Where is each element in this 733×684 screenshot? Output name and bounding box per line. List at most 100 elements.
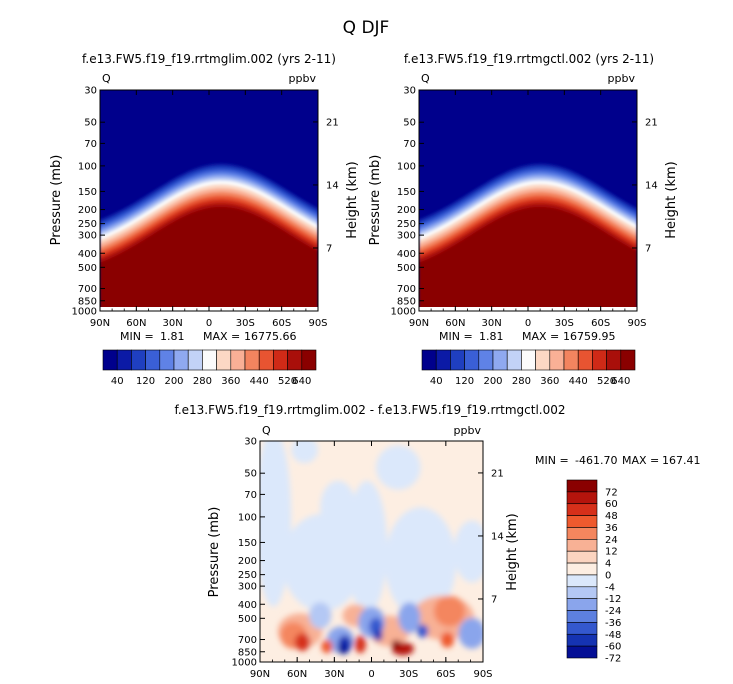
panel-a-colorbar-label: 520 (278, 376, 297, 387)
panel-c-colorbar-cell (566, 479, 598, 493)
panel-a-ytick-label: 1000 (72, 307, 97, 318)
panel-a-contour-band (100, 206, 318, 311)
panel-a-colorbar-label: 120 (136, 376, 155, 387)
panel-c-colorbar-cell (566, 610, 598, 623)
panel-b-colorbar-label: 40 (430, 376, 443, 387)
panel-c-colorbar-cell (566, 562, 598, 576)
panel-b-ylabel: Pressure (mb) (368, 155, 383, 246)
panel-c-anomaly (458, 617, 483, 649)
panel-b-ytick-label: 1000 (391, 307, 416, 318)
panel-a-min-label: MIN = (120, 330, 154, 343)
panel-a-xtick-label: 30S (236, 318, 255, 329)
panel-a-colorbar-cell (102, 349, 118, 371)
panel-c-anomaly (282, 513, 363, 612)
panel-a-ytick-label: 200 (78, 205, 97, 216)
panel-c-colorbar-label: -24 (605, 606, 621, 617)
panel-b-ytick-label: 70 (403, 139, 416, 150)
panel-c-ylabel: Pressure (mb) (207, 507, 222, 598)
panel-a-ytick-label: 30 (84, 86, 97, 97)
panel-a-xtick-label: 30N (163, 318, 183, 329)
panel-b-min-label: MIN = (439, 330, 473, 343)
panel-a-ytick-label: 700 (78, 284, 97, 295)
panel-c-colorbar-cell (566, 633, 598, 647)
panel-b-ytick-label: 30 (403, 86, 416, 97)
panel-c-xtick-label: 0 (368, 669, 374, 680)
panel-b-max-value: 16759.95 (563, 330, 616, 343)
panel-a-axes: 90N 60N 30N 0 30S 60S 90S 30 50 70 100 150 200 250300… (72, 86, 339, 330)
panel-a-field (100, 90, 318, 311)
panel-b-field (419, 90, 637, 311)
panel-a-y2tick-label: 21 (326, 117, 339, 128)
panel-a-ytick-label: 300 (78, 231, 97, 242)
panel-a-colorbar-cell (230, 349, 246, 371)
panel-a-contour-stack (100, 163, 318, 311)
panel-b-contour-stack (419, 163, 637, 311)
panel-a-y2label: Height (km) (345, 161, 360, 238)
panel-b-min-value: 1.81 (479, 330, 504, 343)
panel-b-colorbar-label: 360 (540, 376, 559, 387)
panel-a-ytick-label: 150 (78, 187, 97, 198)
panel-b-colorbar-cell (435, 349, 451, 371)
panel-a-xtick-label: 0 (206, 318, 212, 329)
panel-a-colorbar-cell (287, 349, 303, 371)
panel-c-colorbar-label: 24 (605, 535, 618, 546)
panel-b-ytick-label: 400 (397, 249, 416, 260)
panel-c-anomaly (440, 632, 455, 648)
panel-a-colorbar-cell (159, 349, 175, 371)
panel-c-colorbar-cell (566, 539, 598, 552)
panel-c-ytick-label: 200 (238, 556, 257, 567)
panel-b-contour-band (419, 206, 637, 311)
panel-a-colorbar-cell (131, 349, 146, 371)
panel-c-colorbar-label: -36 (605, 618, 621, 629)
panel-c-min-value: -461.70 (575, 454, 617, 467)
panel-b-colorbar-cell (577, 349, 593, 371)
panel-c-ytick-label: 400 (238, 600, 257, 611)
panel-b: f.e13.FW5.f19_f19.rrtmgctl.002 (yrs 2-11… (368, 52, 679, 387)
panel-c-y2tick-label: 14 (491, 531, 504, 542)
panel-b-colorbar-cell (592, 349, 607, 371)
panel-c-anomaly (375, 445, 421, 490)
panel-c: f.e13.FW5.f19_f19.rrtmglim.002 - f.e13.F… (174, 403, 700, 680)
panel-c-xtick-label: 90N (250, 669, 270, 680)
figure-title: Q DJF (343, 18, 390, 38)
panel-c-anomaly (309, 602, 332, 629)
panel-c-anomaly (433, 595, 466, 627)
panel-c-ytick-label: 850 (238, 647, 257, 658)
panel-b-max-label: MAX = (522, 330, 559, 343)
panel-c-colorbar-cell (566, 515, 598, 528)
panel-c-ytick-label: 700 (238, 635, 257, 646)
panel-a: f.e13.FW5.f19_f19.rrtmglim.002 (yrs 2-11… (49, 52, 360, 387)
panel-a-ytick-label: 250 (78, 219, 97, 230)
panel-b-contours (419, 163, 637, 311)
panel-c-max-label: MAX = (622, 454, 659, 467)
panel-c-anomaly (294, 633, 311, 651)
panel-a-ytick-label: 500 (78, 263, 97, 274)
panel-c-y2label: Height (km) (505, 513, 520, 590)
panel-c-colorbar-label: -72 (605, 654, 621, 665)
panel-c-contours (260, 441, 483, 656)
panel-c-ytick-label: 30 (244, 437, 257, 448)
panel-b-colorbar-label: 640 (611, 376, 630, 387)
panel-c-colorbar-label: 48 (605, 511, 618, 522)
panel-c-anomaly (291, 441, 318, 464)
panel-b-variable: Q (421, 72, 430, 85)
panel-c-colorbar-cell (566, 491, 598, 505)
panel-a-ytick-label: 850 (78, 296, 97, 307)
panel-b-units: ppbv (608, 72, 636, 85)
panel-b-xtick-label: 90N (409, 318, 429, 329)
panel-c-colorbar-cell (566, 527, 598, 540)
panel-c-colorbar-label: 0 (605, 570, 611, 581)
panel-c-variable: Q (262, 424, 271, 437)
panel-c-colorbar-label: -60 (605, 642, 621, 653)
panel-c-ytick-label: 50 (244, 469, 257, 480)
panel-c-anomaly (321, 639, 333, 654)
panel-c-ytick-label: 250 (238, 570, 257, 581)
panel-b-colorbar-cell (549, 349, 565, 371)
panel-b-xtick-label: 60S (591, 318, 610, 329)
panel-c-anomaly (391, 639, 401, 649)
panel-c-field (260, 441, 483, 662)
panel-b-colorbar-cell (492, 349, 508, 371)
panel-a-colorbar-label: 360 (221, 376, 240, 387)
